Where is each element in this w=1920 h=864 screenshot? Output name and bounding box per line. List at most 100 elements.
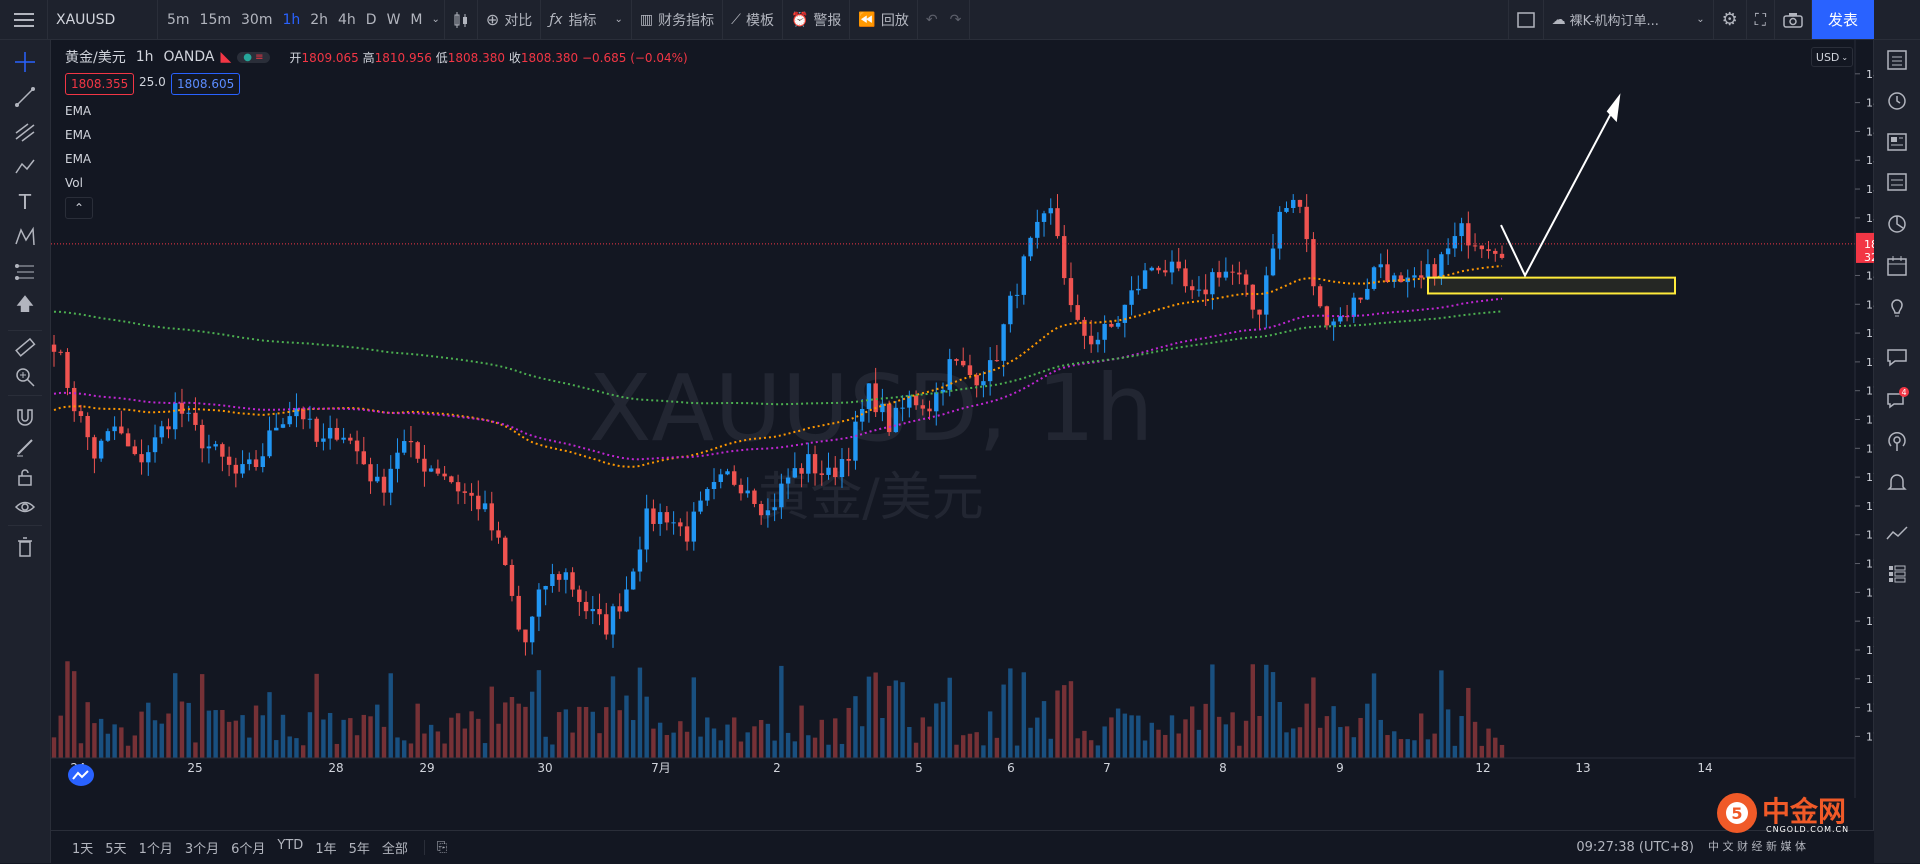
indicator-ema-1[interactable]: EMA (65, 104, 92, 118)
range-0[interactable]: 1天 (72, 842, 94, 857)
go-to-date-icon[interactable]: ⎘ (423, 840, 447, 855)
redo-icon[interactable]: ↷ (949, 11, 962, 28)
alert-button[interactable]: ⏰ 警报 (783, 0, 851, 39)
eye-icon[interactable] (13, 495, 37, 519)
timeframe-5m[interactable]: 5m (167, 11, 190, 28)
messages-icon[interactable]: 4 (1885, 387, 1909, 411)
indicators-button[interactable]: ƒx 指标 ⌄ (541, 0, 632, 39)
timeframe-15m[interactable]: 15m (199, 11, 231, 28)
range-6[interactable]: 1年 (315, 842, 337, 857)
candle (341, 427, 346, 444)
timeframe-4h[interactable]: 4h (338, 11, 356, 28)
range-4[interactable]: 6个月 (231, 842, 266, 857)
time-tick-label: 8 (1219, 761, 1227, 775)
data-window-icon[interactable] (1885, 170, 1909, 194)
currency-selector[interactable]: USD ⌄ (1811, 47, 1853, 67)
candle (893, 401, 899, 433)
templates-button[interactable]: ⟋ 模板 (723, 0, 783, 39)
compare-button[interactable]: ⊕ 对比 (478, 0, 542, 39)
time-tick-label: 13 (1575, 761, 1590, 775)
chart-type-button[interactable] (445, 0, 478, 39)
candle (718, 468, 723, 489)
stay-in-drawing-icon[interactable] (13, 435, 37, 459)
collapse-legend-button[interactable]: ⌃ (65, 197, 93, 219)
arrow-up-icon[interactable]: 🡅 (15, 294, 35, 315)
volume-bar (1338, 727, 1343, 758)
candle (1291, 194, 1296, 213)
chevron-down-icon[interactable]: ⌄ (431, 14, 440, 25)
financials-button[interactable]: ▥ 财务指标 (632, 0, 724, 39)
ruler-icon[interactable] (13, 335, 37, 359)
ideas-icon[interactable] (1885, 295, 1909, 319)
price-axis[interactable]: 1832.000 1828.000 1824.000 1820.000 1816.000… (1854, 40, 1919, 798)
projection-arrow[interactable] (1500, 103, 1617, 278)
volume-bar (1493, 737, 1498, 758)
text-tool-icon[interactable]: T (18, 190, 32, 214)
time-axis[interactable]: 24252829307月256789121314 (51, 757, 1855, 775)
timeframe-M[interactable]: M (410, 11, 423, 28)
candle (523, 629, 528, 656)
chevron-down-icon: ⌄ (1841, 52, 1849, 62)
magnet-icon[interactable] (13, 405, 37, 429)
snapshot-button[interactable] (1775, 0, 1812, 39)
ema-line-2 (53, 297, 1503, 461)
price-tick-label: 1772.000 (1866, 500, 1874, 513)
layout-toggle-button[interactable] (1507, 0, 1544, 39)
range-7[interactable]: 5年 (348, 842, 370, 857)
timeframe-W[interactable]: W (386, 11, 401, 28)
fib-tool-icon[interactable] (13, 120, 37, 144)
volume-bar (78, 743, 84, 758)
notification-bell-icon[interactable] (1885, 470, 1909, 494)
news-icon[interactable] (1885, 130, 1909, 154)
candle (664, 506, 670, 531)
publish-button[interactable]: 发表 (1811, 0, 1874, 39)
dom-icon[interactable] (1885, 562, 1909, 586)
crosshair-icon[interactable] (13, 50, 37, 74)
zoom-icon[interactable] (13, 365, 37, 389)
timeframe-1h[interactable]: 1h (282, 11, 301, 28)
forecast-icon[interactable] (13, 260, 37, 284)
target-zone-box[interactable] (1427, 276, 1676, 295)
trash-icon[interactable] (13, 535, 37, 559)
indicator-ema-2[interactable]: EMA (65, 128, 92, 142)
undo-icon[interactable]: ↶ (925, 11, 938, 28)
bid-price-button[interactable]: 1808.355 (65, 73, 135, 95)
indicator-ema-3[interactable]: EMA (65, 152, 92, 166)
timeframe-D[interactable]: D (365, 11, 377, 28)
trend-line-icon[interactable] (13, 85, 37, 109)
hotlist-icon[interactable] (1885, 212, 1909, 236)
settings-button[interactable]: ⚙ (1714, 0, 1747, 39)
timeframe-30m[interactable]: 30m (241, 11, 273, 28)
xabcd-pattern-icon[interactable] (13, 225, 37, 249)
candle (1365, 278, 1370, 301)
range-2[interactable]: 1个月 (138, 842, 173, 857)
alarm-icon[interactable] (1885, 88, 1909, 112)
ask-price-button[interactable]: 1808.605 (171, 73, 241, 95)
range-3[interactable]: 3个月 (184, 842, 220, 857)
chart-area[interactable]: XAUUSD, 1h 黄金/美元 1832.0001828.0001824.00… (51, 40, 1919, 798)
range-1[interactable]: 5天 (105, 842, 127, 857)
volume-bar (1297, 727, 1303, 758)
volume-bar (314, 673, 319, 758)
timeframe-2h[interactable]: 2h (310, 11, 329, 28)
fullscreen-button[interactable]: ⛶ (1747, 0, 1775, 39)
replay-button[interactable]: ⏪ 回放 (850, 0, 918, 39)
tradingview-logo-icon[interactable] (68, 764, 94, 786)
range-8[interactable]: 全部 (381, 842, 408, 857)
calendar-icon[interactable] (1885, 254, 1909, 278)
indicator-vol[interactable]: Vol (65, 176, 83, 190)
menu-icon[interactable] (0, 0, 48, 39)
streams-icon[interactable] (1885, 430, 1909, 454)
range-5[interactable]: YTD (277, 838, 304, 853)
layout-selector[interactable]: ☁ 裸K-机构订单... ⌄ (1544, 0, 1714, 39)
candle (1472, 233, 1478, 252)
price-chart[interactable]: XAUUSD, 1h 黄金/美元 1832.0001828.0001824.00… (51, 40, 1919, 798)
chat-icon[interactable] (1885, 345, 1909, 369)
candle (368, 457, 373, 494)
pattern-icon[interactable] (13, 155, 37, 179)
symbol-search[interactable]: XAUUSD (48, 0, 158, 39)
trading-panel-icon[interactable] (1885, 522, 1909, 546)
volume-bar (752, 726, 757, 758)
watchlist-icon[interactable] (1885, 48, 1909, 72)
lock-icon[interactable] (13, 465, 37, 489)
